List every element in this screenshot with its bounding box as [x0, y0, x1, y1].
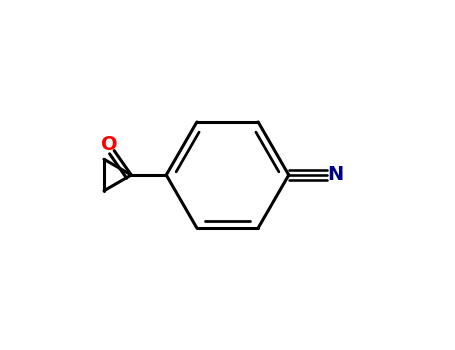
Text: N: N: [327, 166, 343, 184]
Text: O: O: [101, 135, 118, 154]
